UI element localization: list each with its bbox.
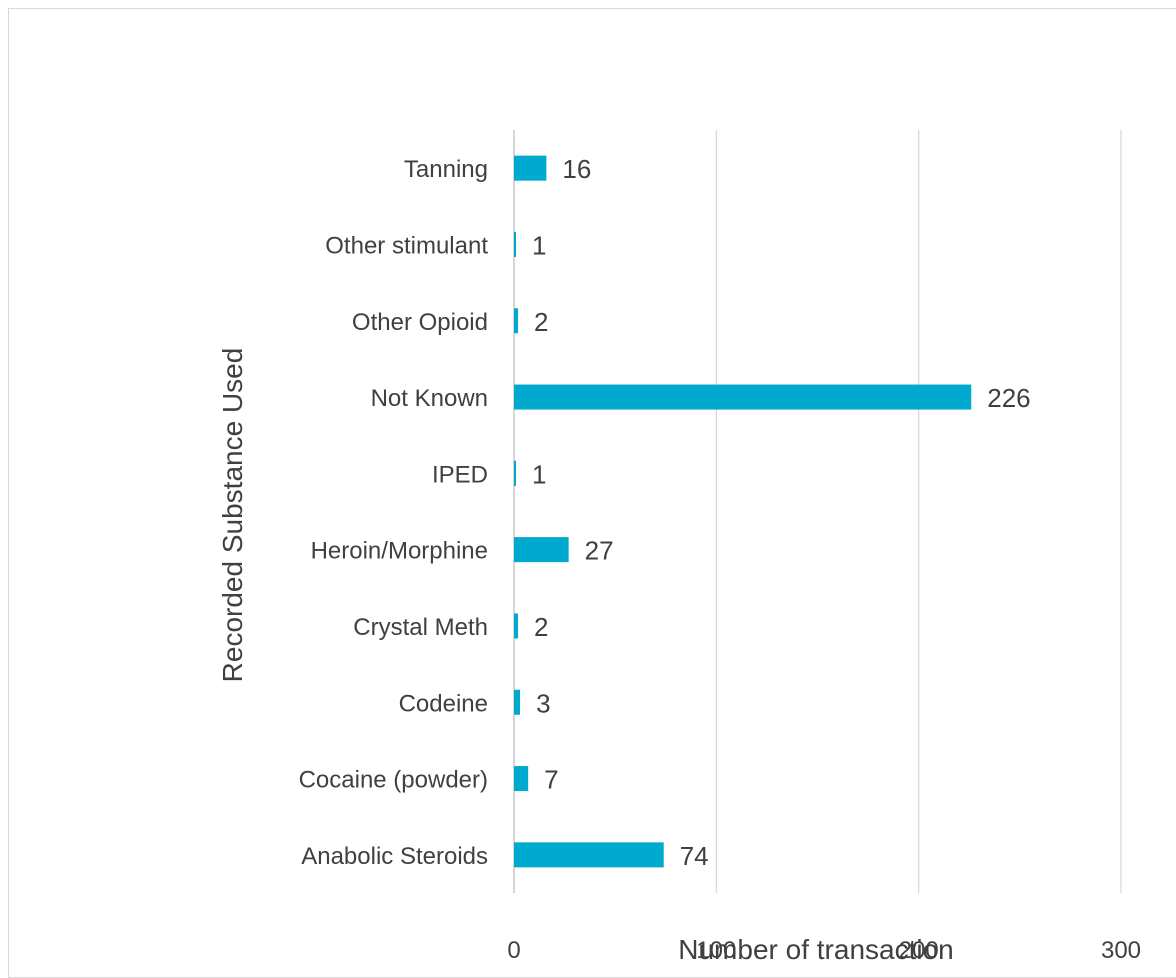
data-label: 3 — [536, 688, 550, 718]
bar — [514, 460, 517, 486]
bar — [514, 537, 569, 563]
category-label: Cocaine (powder) — [299, 767, 488, 794]
category-label: Anabolic Steroids — [301, 843, 488, 870]
bar — [514, 689, 521, 715]
category-label: Heroin/Morphine — [311, 538, 488, 565]
category-label: Crystal Meth — [353, 614, 488, 641]
data-label: 7 — [544, 765, 558, 795]
data-label: 1 — [532, 230, 546, 260]
labels: 0 100 200 300 Anabolic Steroids 74 Cocaine (po… — [299, 154, 1141, 964]
bar — [514, 842, 664, 868]
x-tick-label: 300 — [1101, 937, 1141, 964]
category-label: Not Known — [371, 385, 488, 412]
data-label: 74 — [680, 841, 709, 871]
x-tick-label: 0 — [507, 937, 520, 964]
data-label: 2 — [534, 612, 548, 642]
category-label: Other Opioid — [352, 309, 488, 336]
bar — [514, 384, 972, 410]
data-label: 27 — [585, 536, 614, 566]
category-label: IPED — [432, 461, 488, 488]
category-label: Codeine — [399, 690, 488, 717]
bar — [514, 155, 547, 181]
data-label: 2 — [534, 307, 548, 337]
bar — [514, 613, 519, 639]
chart-frame — [8, 8, 1176, 978]
bar — [514, 308, 519, 334]
gridlines — [513, 130, 1122, 893]
category-label: Tanning — [404, 156, 488, 183]
bar — [514, 766, 529, 792]
data-label: 16 — [562, 154, 591, 184]
bar — [514, 231, 517, 257]
bars — [514, 155, 972, 868]
x-tick-label: 100 — [696, 937, 736, 964]
y-axis-title: Recorded Substance Used — [217, 348, 248, 683]
x-axis-title: Number of transaction — [678, 934, 953, 965]
data-label: 226 — [987, 383, 1030, 413]
category-label: Other stimulant — [325, 232, 488, 259]
data-label: 1 — [532, 459, 546, 489]
x-tick-label: 200 — [899, 937, 939, 964]
